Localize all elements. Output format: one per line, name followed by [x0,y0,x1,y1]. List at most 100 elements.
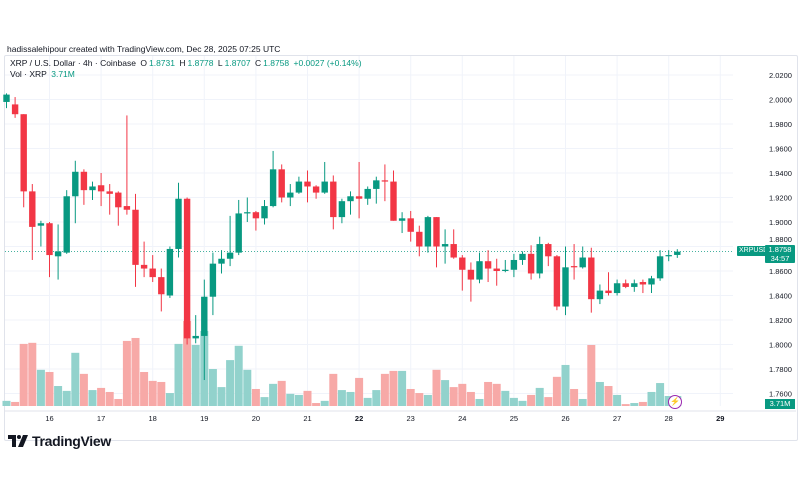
candle-down [381,180,389,182]
legend-volume: 3.71M [51,69,75,79]
symbol-price-tag: XRPUSD [737,246,771,256]
volume-bar [587,344,596,406]
price-axis-label: 1.8400 [769,292,792,301]
candle-up [476,261,483,280]
volume-bar [355,377,364,406]
candle-down [80,171,88,191]
volume-bar [363,397,372,406]
candle-down [140,264,148,269]
candle-up [218,258,225,264]
volume-bar [518,400,527,406]
volume-bar [466,391,475,406]
volume-bar [2,400,11,406]
volume-bar [578,398,587,406]
volume-bar [294,394,303,406]
candle-up [287,192,294,198]
price-axis-label: 1.8000 [769,341,792,350]
candle-up [364,188,371,199]
time-axis-label: 28 [665,414,673,423]
volume-bar [260,397,269,406]
volume-bar [398,370,407,406]
candle-down [390,181,397,221]
chart-frame [4,55,798,441]
volume-bar [604,386,613,406]
candle-down [312,186,320,193]
candle-down [545,244,552,257]
candle-down [605,290,612,294]
volume-bar [226,360,235,406]
candle-down [467,269,475,280]
candle-up [201,296,208,336]
last-price: 1.8758 [768,245,792,254]
candle-down [115,192,122,208]
volume-bar [312,403,321,406]
volume-bar [501,390,510,406]
candle-up [192,335,199,339]
candle-down [158,277,165,295]
candle-up [54,251,62,257]
volume-bar [630,403,639,406]
candle-up [209,263,217,297]
candle-up [613,283,621,294]
candle-up [321,181,328,193]
candle-down [639,282,647,285]
volume-bar [28,342,37,406]
volume-bar [208,369,217,406]
candle-down [11,104,19,115]
candle-up [648,278,655,285]
volume-bar [320,400,329,406]
candle-up [519,253,526,260]
candle-down [132,209,139,265]
price-axis-label: 1.9400 [769,169,792,178]
volume-bar [286,393,295,406]
time-axis-label: 24 [458,414,466,423]
volume-bar [415,393,424,406]
volume-bar [251,388,260,406]
legend-low: 1.8707 [224,58,251,68]
price-axis-label: 1.9800 [769,120,792,129]
candle-up [656,256,664,279]
volume-bar [621,404,630,406]
time-axis-label: 21 [303,414,311,423]
price-axis-label: 1.8600 [769,267,792,276]
candle-down [433,217,440,247]
legend: XRP / U.S. Dollar · 4h · Coinbase O 1.873… [10,58,364,80]
time-axis-label: 29 [716,414,724,423]
candle-up [510,259,518,270]
price-axis-label: 2.0000 [769,96,792,105]
volume-bar [552,376,561,406]
volume-bar [509,397,518,406]
volume-bar [88,390,97,406]
candle-up [502,269,509,271]
tradingview-logo[interactable]: TradingView [8,433,111,449]
candle-down [46,223,53,256]
candle-down [97,185,105,192]
lightning-icon[interactable]: ⚡ [668,395,682,409]
volume-bar [11,401,20,406]
legend-volume-label[interactable]: Vol · XRP [10,69,47,79]
volume-bar [157,381,166,406]
candle-down [106,191,113,194]
volume-bar [535,387,544,406]
candle-up [235,213,242,253]
volume-bar [595,381,604,406]
volume-bar [36,369,45,406]
candle-up [175,198,182,249]
volume-bar [217,387,226,406]
candle-up [373,180,380,189]
price-axis-label: 1.7800 [769,365,792,374]
time-axis-label: 22 [355,414,363,423]
legend-open-label: O [140,58,147,68]
tradingview-logo-text: TradingView [32,433,111,449]
tradingview-logo-icon [8,435,28,447]
volume-bar [19,343,28,406]
candle-down [484,261,492,269]
volume-bar [329,373,338,406]
candle-up [261,206,268,219]
candle-up [398,218,406,221]
candle-up [338,201,346,218]
candle-up [441,244,449,247]
legend-symbol[interactable]: XRP / U.S. Dollar · 4h · Coinbase [10,58,136,68]
candle-down [278,169,285,198]
